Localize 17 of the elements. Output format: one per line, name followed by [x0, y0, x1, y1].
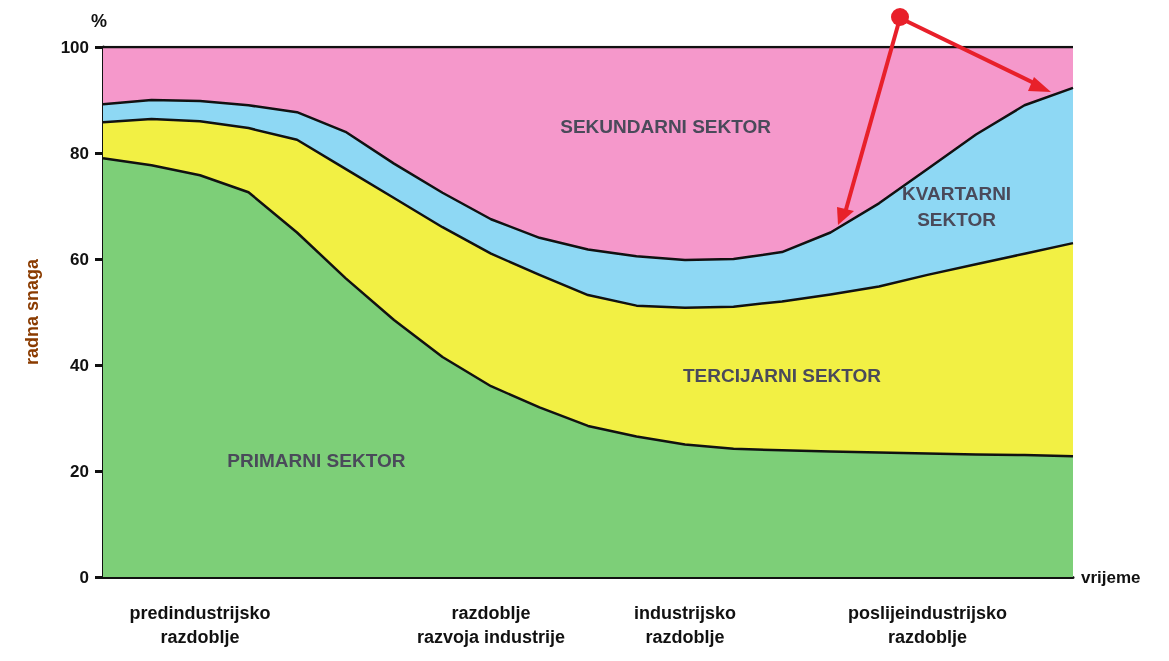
text: % [91, 11, 108, 31]
x-tick-label: razdoblje razvoja industrije [416, 603, 566, 647]
x-tick-label: poslijeindustrijsko razdoblje [847, 603, 1008, 647]
series-label: SEKUNDARNI SEKTOR [560, 116, 772, 137]
y-tick-label: 40 [70, 355, 89, 375]
x-axis-title: vrijeme [1081, 567, 1141, 587]
y-tick-label: 60 [70, 249, 89, 269]
y-tick-label: 20 [70, 461, 89, 481]
x-tick-label: predindustrijsko razdoblje [129, 603, 271, 647]
y-tick-label: 80 [70, 143, 89, 163]
y-axis-title: radna snaga [22, 257, 42, 366]
y-tick-label: 0 [79, 567, 89, 587]
series-label: PRIMARNI SEKTOR [227, 449, 406, 471]
x-tick-label: industrijsko razdoblje [633, 603, 737, 647]
series-label: KVARTARNI SEKTOR [902, 182, 1012, 230]
series-label: TERCIJARNI SEKTOR [682, 365, 882, 387]
y-tick-label: 100 [60, 37, 89, 57]
